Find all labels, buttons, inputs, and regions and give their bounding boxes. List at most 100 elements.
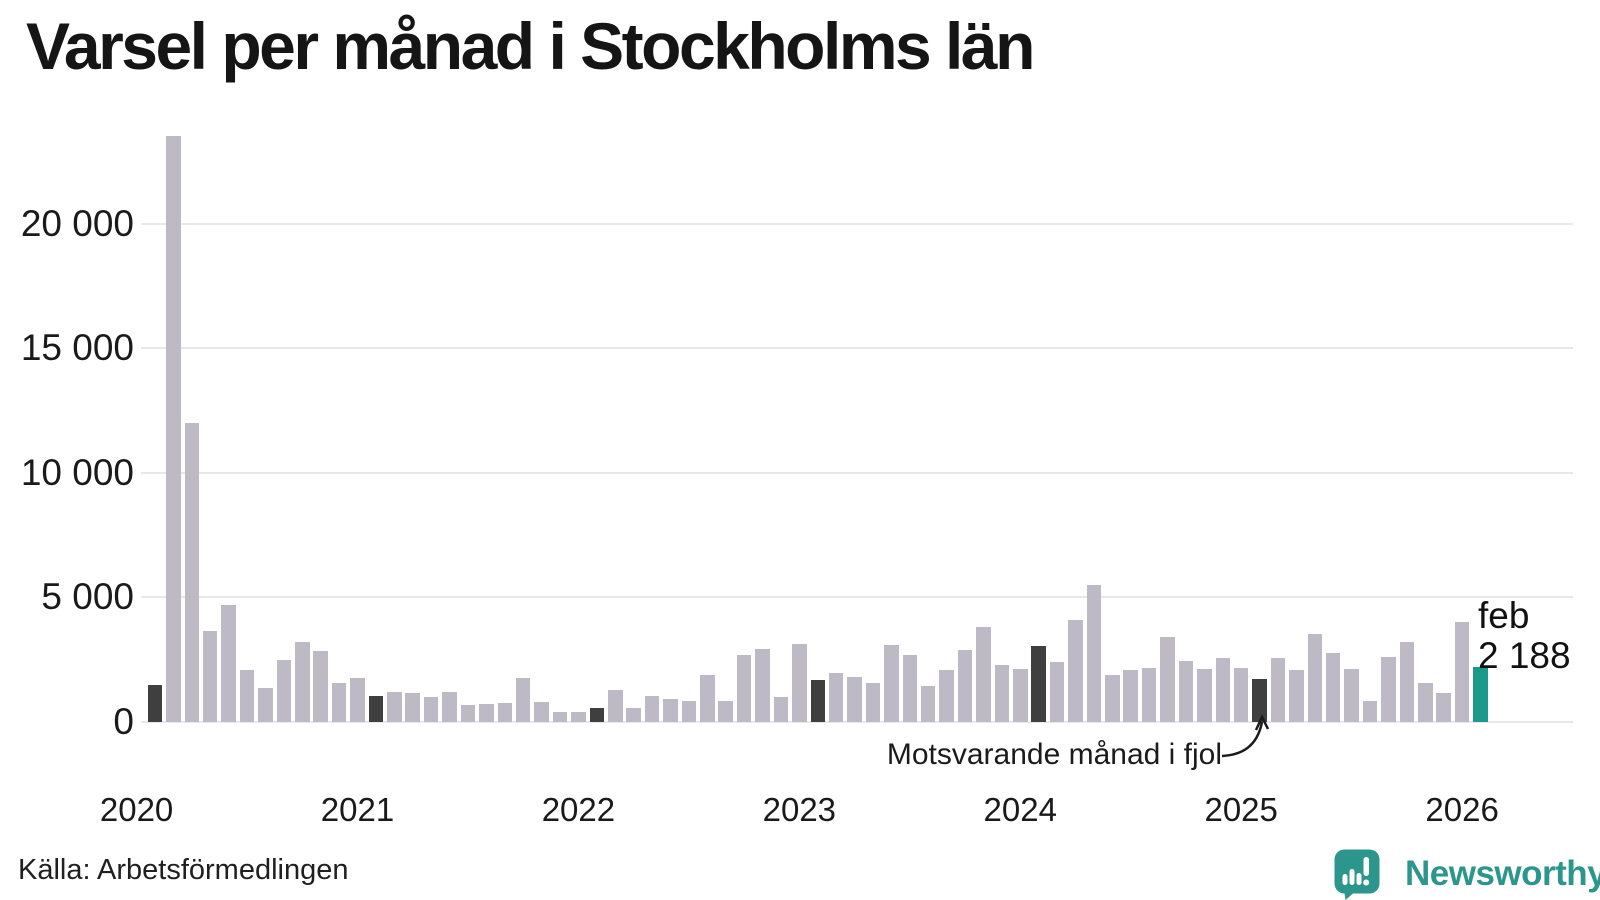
bar-2021-10 <box>515 677 531 722</box>
bar-2022-02 <box>589 708 605 722</box>
bar-2020-02 <box>147 684 163 722</box>
bar-2022-01 <box>571 711 586 722</box>
page-title: Varsel per månad i Stockholms län <box>26 9 1035 83</box>
bar-2020-04 <box>184 422 200 722</box>
bar-2021-09 <box>497 703 513 722</box>
bar-2022-11 <box>755 648 770 722</box>
bar-2021-06 <box>442 692 457 722</box>
bar-2025-12 <box>1436 693 1451 722</box>
bar-2020-07 <box>239 669 255 722</box>
current-month-value: 2 188 <box>1478 635 1571 676</box>
annotation-label: Motsvarande månad i fjol <box>886 738 1222 771</box>
bar-2020-08 <box>258 688 273 722</box>
bar-2025-03 <box>1270 658 1286 722</box>
bar-2024-03 <box>1049 662 1065 722</box>
bar-2022-10 <box>736 654 752 722</box>
current-month-name: feb <box>1478 595 1530 636</box>
bar-2021-01 <box>350 678 365 722</box>
bar-2023-03 <box>828 672 844 722</box>
y-axis-tick-label: 15 000 <box>20 327 134 369</box>
bar-2025-01 <box>1233 667 1249 722</box>
bar-2025-06 <box>1325 652 1341 722</box>
bar-2025-07 <box>1344 668 1359 722</box>
bar-2023-10 <box>957 649 973 722</box>
newsworthy-wordmark: Newsworthy <box>1405 854 1600 893</box>
bar-2024-11 <box>1197 669 1212 722</box>
source-label: Källa: Arbetsförmedlingen <box>18 854 349 886</box>
bar-2022-03 <box>608 690 623 722</box>
bar-2025-08 <box>1362 700 1378 722</box>
bar-2025-05 <box>1307 634 1323 722</box>
bar-2025-11 <box>1418 683 1433 722</box>
bar-2024-09 <box>1160 637 1175 722</box>
bar-2022-08 <box>700 675 715 722</box>
bar-2021-04 <box>405 693 420 722</box>
bar-2020-11 <box>313 650 328 722</box>
x-axis-tick-label-2024: 2024 <box>983 791 1057 828</box>
bar-2025-02 <box>1252 679 1267 722</box>
y-axis-tick-label: 10 000 <box>20 451 134 493</box>
y-axis-tick-label: 0 <box>113 701 134 742</box>
bar-2023-11 <box>976 626 991 722</box>
bar-2026-01 <box>1454 622 1470 722</box>
bar-2023-08 <box>920 686 936 722</box>
gridline-5000 <box>141 596 1573 599</box>
x-axis-tick-label-2021: 2021 <box>320 791 395 828</box>
bar-2024-10 <box>1178 661 1194 722</box>
newsworthy-logo[interactable]: Newsworthy <box>1333 848 1600 900</box>
bar-2023-07 <box>902 654 918 722</box>
bar-2023-04 <box>847 676 862 722</box>
y-axis-tick-label: 5 000 <box>41 576 134 618</box>
bar-2021-12 <box>552 712 568 722</box>
bar-2026-02 <box>1473 667 1488 722</box>
bar-2023-01 <box>792 643 807 722</box>
annotation-arrow-icon <box>1221 714 1270 758</box>
bar-2024-12 <box>1215 658 1231 722</box>
bar-2025-09 <box>1381 656 1396 722</box>
gridline-20000 <box>141 222 1573 225</box>
bar-2021-07 <box>460 704 476 722</box>
bar-2024-07 <box>1123 669 1138 722</box>
bar-2021-11 <box>534 702 549 722</box>
current-month-label: feb 2 188 <box>1478 596 1571 676</box>
bar-2025-04 <box>1289 670 1304 722</box>
gridline-0 <box>141 721 1573 723</box>
bar-2020-03 <box>166 136 181 722</box>
x-axis-tick-label-2025: 2025 <box>1204 791 1278 828</box>
bar-2023-12 <box>994 664 1010 722</box>
y-axis-tick-label: 20 000 <box>20 202 134 244</box>
bar-2022-06 <box>663 698 678 722</box>
x-axis-tick-label-2026: 2026 <box>1425 791 1499 828</box>
newsworthy-logo-icon <box>1334 849 1380 900</box>
bar-2020-06 <box>221 604 236 722</box>
bar-2021-03 <box>387 692 402 722</box>
bar-2023-02 <box>810 680 825 722</box>
bar-2023-05 <box>865 683 881 722</box>
bar-2020-10 <box>295 642 310 722</box>
bar-2024-01 <box>1013 668 1028 722</box>
bar-2021-08 <box>479 704 494 722</box>
bar-2022-07 <box>681 701 697 722</box>
bar-2024-05 <box>1086 584 1102 722</box>
bar-2021-05 <box>423 697 439 722</box>
bar-2022-12 <box>773 696 789 722</box>
gridline-15000 <box>141 347 1573 350</box>
bar-2023-09 <box>939 670 954 722</box>
bar-2020-12 <box>331 683 347 722</box>
bar-2024-04 <box>1068 620 1083 722</box>
bar-2021-02 <box>368 695 384 722</box>
bar-2022-05 <box>644 695 660 722</box>
bar-2024-02 <box>1031 646 1046 722</box>
x-axis-tick-label-2022: 2022 <box>541 791 616 828</box>
bar-2020-05 <box>202 631 218 722</box>
x-axis-tick-label-2023: 2023 <box>762 791 837 828</box>
bar-2024-08 <box>1141 667 1157 722</box>
x-axis-tick-label-2020: 2020 <box>99 791 174 828</box>
bar-2022-04 <box>626 707 641 722</box>
bar-2023-06 <box>884 644 899 722</box>
bar-2024-06 <box>1105 675 1120 722</box>
bar-2020-09 <box>276 659 292 722</box>
bar-2025-10 <box>1399 642 1415 722</box>
gridline-10000 <box>141 471 1573 474</box>
